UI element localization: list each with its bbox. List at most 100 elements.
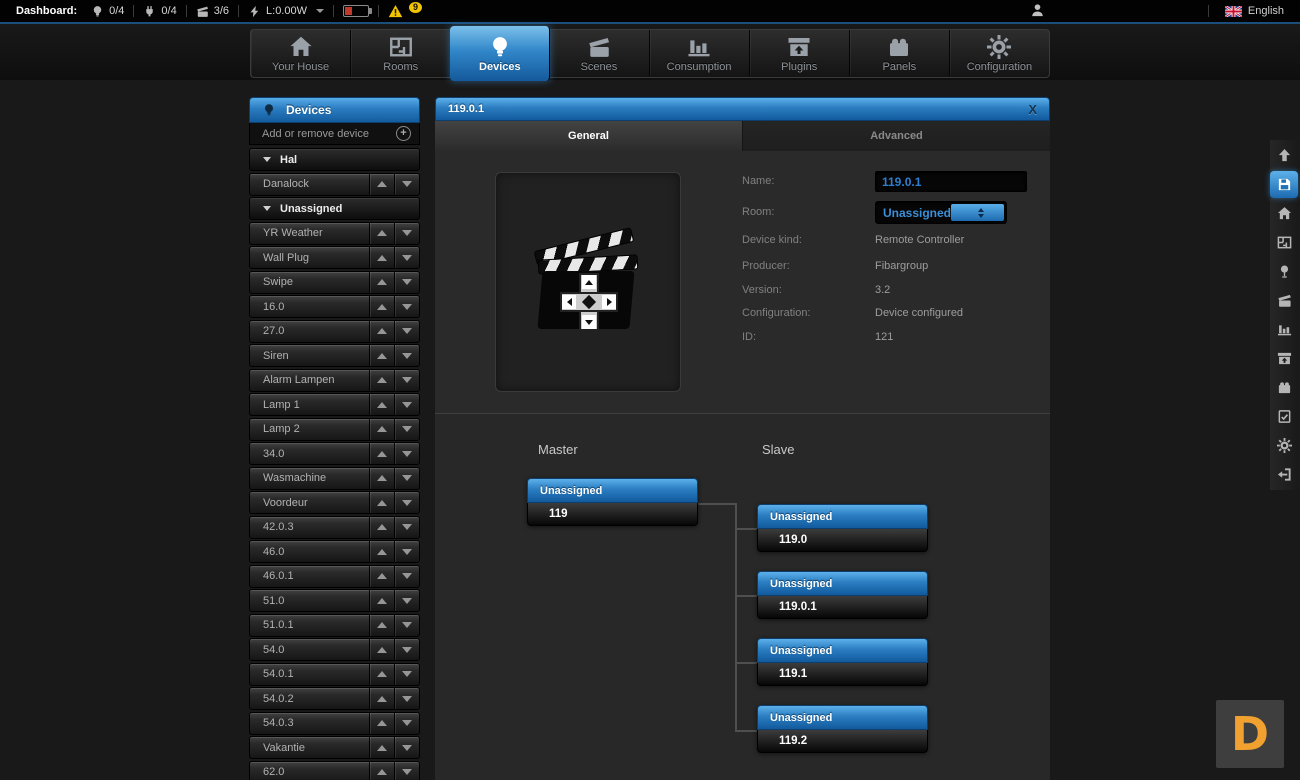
stat-power-dropdown[interactable]: L:0.00W (248, 5, 324, 18)
master-card[interactable]: Unassigned 119 (527, 478, 698, 526)
move-up-button[interactable] (369, 173, 394, 195)
stat-scenes[interactable]: 3/6 (196, 5, 229, 18)
plugins-button[interactable] (1270, 345, 1298, 372)
move-down-button[interactable] (394, 712, 419, 734)
move-down-button[interactable] (394, 492, 419, 513)
tab-consumption[interactable]: Consumption (650, 30, 750, 77)
device-row[interactable]: Alarm Lampen (249, 368, 420, 392)
move-up-button[interactable] (369, 737, 394, 758)
save-button[interactable] (1270, 171, 1298, 198)
move-down-button[interactable] (394, 345, 419, 366)
device-row[interactable]: Vakantie (249, 736, 420, 759)
move-up-button[interactable] (369, 688, 394, 709)
move-down-button[interactable] (394, 320, 419, 342)
device-row[interactable]: Danalock (249, 172, 420, 196)
tab-your-house[interactable]: Your House (251, 30, 352, 77)
move-down-button[interactable] (394, 737, 419, 758)
dialog-titlebar[interactable]: 119.0.1 X (435, 97, 1050, 121)
move-down-button[interactable] (394, 418, 419, 440)
device-row[interactable]: Siren (249, 344, 420, 367)
device-row[interactable]: 54.0.2 (249, 687, 420, 710)
add-device-icon[interactable]: + (396, 126, 411, 141)
move-down-button[interactable] (394, 761, 419, 780)
move-up-button[interactable] (369, 614, 394, 636)
device-row[interactable]: 42.0.3 (249, 515, 420, 539)
move-up-button[interactable] (369, 369, 394, 391)
move-down-button[interactable] (394, 394, 419, 415)
move-up-button[interactable] (369, 320, 394, 342)
move-up-button[interactable] (369, 639, 394, 660)
device-group-unassigned[interactable]: Unassigned (249, 197, 420, 220)
move-down-button[interactable] (394, 369, 419, 391)
move-down-button[interactable] (394, 173, 419, 195)
move-down-button[interactable] (394, 516, 419, 538)
move-down-button[interactable] (394, 565, 419, 587)
move-down-button[interactable] (394, 541, 419, 562)
device-row[interactable]: Voordeur (249, 491, 420, 514)
configuration-button[interactable] (1270, 432, 1298, 459)
move-up-button[interactable] (369, 492, 394, 513)
move-up-button[interactable] (369, 418, 394, 440)
add-remove-device-row[interactable]: Add or remove device + (249, 123, 420, 145)
device-row[interactable]: 16.0 (249, 295, 420, 318)
move-up-button[interactable] (369, 247, 394, 268)
move-up-button[interactable] (369, 345, 394, 366)
device-row[interactable]: 54.0.3 (249, 711, 420, 735)
move-down-button[interactable] (394, 247, 419, 268)
move-down-button[interactable] (394, 271, 419, 293)
device-row[interactable]: 27.0 (249, 319, 420, 343)
tab-panels[interactable]: Panels (850, 30, 950, 77)
device-row[interactable]: 46.0.1 (249, 564, 420, 588)
device-row[interactable]: Wall Plug (249, 246, 420, 269)
tab-scenes[interactable]: Scenes (549, 30, 650, 77)
device-row[interactable]: 54.0 (249, 638, 420, 661)
scroll-top-button[interactable] (1270, 142, 1298, 169)
move-down-button[interactable] (394, 296, 419, 317)
move-down-button[interactable] (394, 663, 419, 685)
device-row[interactable]: 54.0.1 (249, 662, 420, 686)
device-check-button[interactable] (1270, 403, 1298, 430)
move-up-button[interactable] (369, 663, 394, 685)
tab-devices[interactable]: Devices (450, 26, 551, 81)
move-up-button[interactable] (369, 761, 394, 780)
close-icon[interactable]: X (1028, 101, 1037, 117)
move-up-button[interactable] (369, 222, 394, 244)
move-up-button[interactable] (369, 541, 394, 562)
move-up-button[interactable] (369, 443, 394, 464)
device-row[interactable]: 62.0 (249, 760, 420, 780)
stat-plugs[interactable]: 0/4 (143, 5, 177, 18)
device-row[interactable]: Lamp 2 (249, 417, 420, 441)
move-up-button[interactable] (369, 516, 394, 538)
device-row[interactable]: YR Weather (249, 221, 420, 245)
move-up-button[interactable] (369, 394, 394, 415)
tab-plugins[interactable]: Plugins (750, 30, 850, 77)
move-up-button[interactable] (369, 271, 394, 293)
move-down-button[interactable] (394, 467, 419, 489)
scenes-button[interactable] (1270, 287, 1298, 314)
move-down-button[interactable] (394, 443, 419, 464)
panels-button[interactable] (1270, 374, 1298, 401)
device-row[interactable]: 34.0 (249, 442, 420, 465)
logout-button[interactable] (1270, 461, 1298, 488)
home-button[interactable] (1270, 200, 1298, 227)
stat-battery[interactable] (342, 5, 372, 17)
tab-rooms[interactable]: Rooms (351, 30, 452, 77)
stat-lights[interactable]: 0/4 (91, 5, 124, 18)
user-menu-button[interactable] (1030, 3, 1045, 18)
move-down-button[interactable] (394, 614, 419, 636)
move-up-button[interactable] (369, 565, 394, 587)
consumption-button[interactable] (1270, 316, 1298, 343)
name-input[interactable] (875, 171, 1027, 192)
room-select[interactable]: Unassigned (875, 201, 1007, 224)
slave-card[interactable]: Unassigned 119.1 (757, 638, 928, 686)
move-down-button[interactable] (394, 639, 419, 660)
device-row[interactable]: 51.0.1 (249, 613, 420, 637)
move-down-button[interactable] (394, 222, 419, 244)
tab-general[interactable]: General (435, 121, 743, 151)
slave-card[interactable]: Unassigned 119.0.1 (757, 571, 928, 619)
stat-warnings[interactable]: 9 (388, 1, 422, 19)
move-down-button[interactable] (394, 688, 419, 709)
devices-button[interactable] (1270, 258, 1298, 285)
device-row[interactable]: Lamp 1 (249, 393, 420, 416)
tab-advanced[interactable]: Advanced (743, 121, 1050, 151)
